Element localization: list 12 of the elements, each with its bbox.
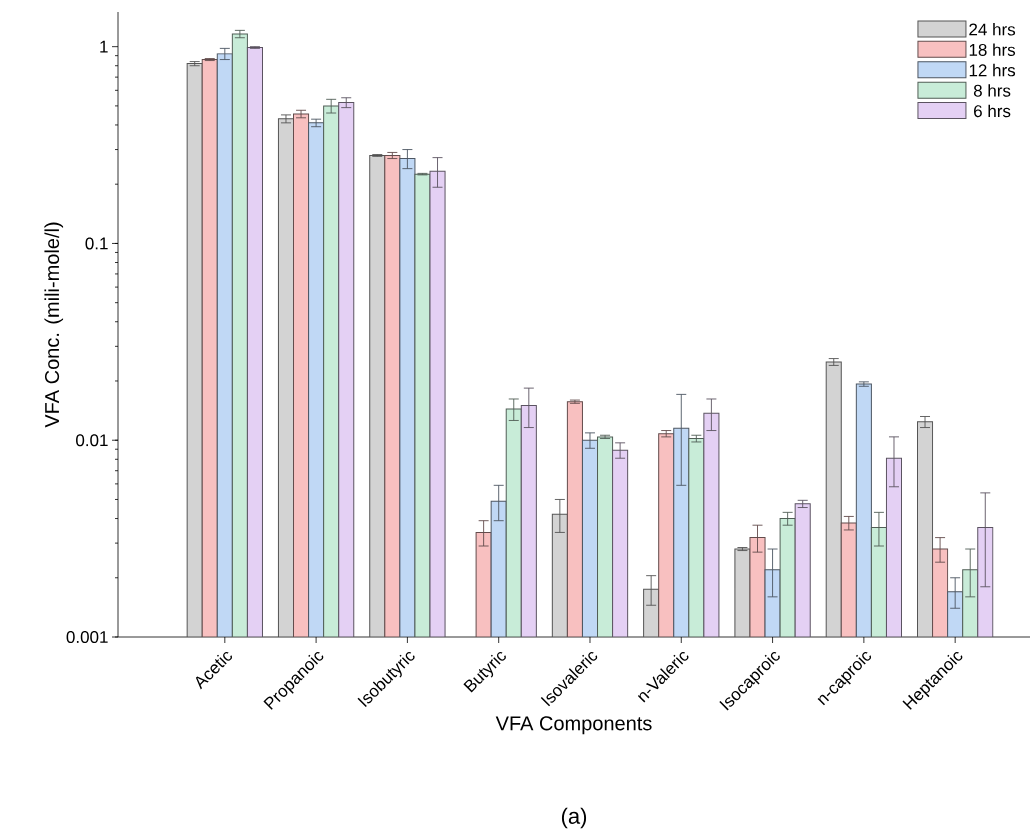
legend-label: 18 hrs: [969, 43, 1016, 56]
y-tick-label: 0.1: [85, 237, 108, 250]
legend-label: 6 hrs: [974, 104, 1011, 118]
legend-label: 8 hrs: [973, 84, 1011, 97]
y-tick-label: 0.001: [66, 630, 108, 644]
legend-label: 12 hrs: [969, 63, 1016, 77]
legend-label: 24 hrs: [969, 23, 1016, 36]
x-axis-title: VFA Components: [495, 716, 652, 735]
y-tick-label: 0.01: [76, 434, 108, 447]
y-tick-label: 1: [100, 40, 108, 53]
y-axis-title: VFA Conc. (mili-mole/l): [44, 222, 64, 428]
text: (a): [561, 807, 587, 829]
